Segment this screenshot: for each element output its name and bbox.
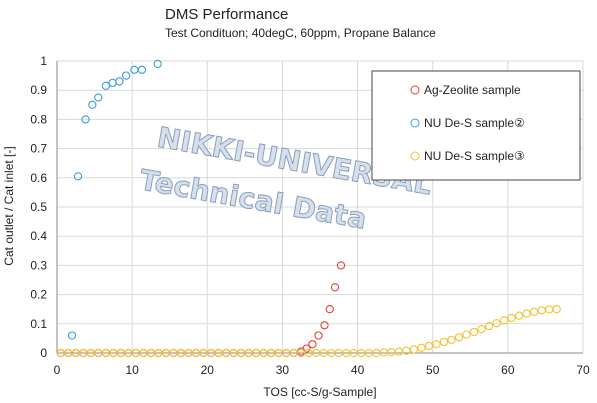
point-nu-de-s-2 [115, 77, 124, 86]
point-nu-de-s-3 [454, 333, 464, 342]
chart-title: DMS Performance [165, 6, 288, 23]
point-nu-de-s-3 [424, 341, 434, 351]
point-nu-de-s-3 [462, 330, 471, 339]
legend-box [371, 70, 581, 181]
x-tick-label: 0 [54, 363, 61, 377]
point-ag-zeolite [314, 331, 323, 340]
point-nu-de-s-3 [484, 321, 494, 331]
point-nu-de-s-2 [67, 331, 77, 340]
x-axis-label: TOS [cc-S/g-Sample] [263, 385, 376, 399]
x-tick-label: 10 [125, 363, 139, 377]
x-tick-labels: 0 10 20 30 40 50 60 70 [54, 363, 590, 377]
point-nu-de-s-2 [94, 93, 103, 102]
series-2 [67, 59, 162, 340]
chart-subtitle: Test Condituon; 40degC, 60ppm, Propane B… [165, 26, 436, 40]
point-nu-de-s-3 [514, 311, 524, 320]
point-ag-zeolite [302, 344, 311, 353]
point-ag-zeolite [336, 261, 346, 270]
y-tick-label: 0.3 [30, 258, 47, 272]
point-nu-de-s-3 [417, 343, 426, 352]
point-nu-de-s-3 [499, 316, 509, 325]
point-nu-de-s-3 [552, 305, 561, 314]
point-nu-de-s-2 [81, 115, 90, 124]
point-ag-zeolite [308, 340, 317, 349]
legend-label-ag-zeolite: Ag-Zeolite sample [424, 83, 521, 97]
point-nu-de-s-2 [153, 59, 162, 69]
point-nu-de-s-2 [88, 100, 97, 109]
legend-marker-nu-de-s-3 [410, 151, 420, 161]
y-tick-label: 0.7 [30, 142, 47, 156]
y-tick-label: 0.5 [30, 200, 47, 214]
x-tick-label: 30 [276, 363, 290, 377]
x-tick-label: 60 [501, 363, 515, 377]
x-tick-label: 40 [351, 363, 365, 377]
point-nu-de-s-2 [121, 71, 131, 80]
point-ag-zeolite [330, 283, 340, 292]
y-tick-label: 0.1 [30, 317, 47, 331]
data-points [56, 59, 561, 358]
point-ag-zeolite [325, 305, 334, 314]
point-nu-de-s-3 [522, 309, 531, 318]
point-nu-de-s-3 [432, 340, 441, 349]
x-tick-label: 20 [201, 363, 215, 377]
legend-label-nu-de-s-2: NU De-S sample② [424, 116, 525, 130]
point-nu-de-s-3 [439, 337, 449, 347]
y-axis-label: Cat outlet / Cat inlet [-] [2, 146, 16, 265]
y-tick-label: 0.4 [30, 229, 47, 243]
point-nu-de-s-2 [73, 172, 83, 181]
y-tick-label: 1 [40, 54, 47, 68]
point-nu-de-s-2 [137, 65, 147, 74]
y-tick-label: 0 [40, 346, 47, 360]
point-nu-de-s-3 [492, 319, 501, 328]
point-ag-zeolite [320, 321, 329, 330]
point-nu-de-s-3 [477, 324, 486, 334]
point-nu-de-s-3 [409, 345, 419, 354]
y-tick-label: 0.6 [30, 171, 47, 185]
point-nu-de-s-3 [447, 335, 456, 345]
point-nu-de-s-3 [507, 313, 516, 323]
y-tick-label: 0.8 [30, 112, 47, 126]
point-nu-de-s-3 [469, 327, 479, 337]
series-3 [56, 305, 561, 358]
legend-marker-ag-zeolite [410, 85, 420, 95]
legend-label-nu-de-s-3: NU De-S sample③ [424, 149, 525, 163]
y-tick-label: 0.2 [30, 288, 47, 302]
legend-marker-nu-de-s-2 [410, 118, 420, 128]
point-nu-de-s-3 [530, 307, 539, 316]
point-nu-de-s-2 [101, 81, 110, 90]
x-tick-label: 50 [426, 363, 440, 377]
x-tick-label: 70 [576, 363, 590, 377]
legend: Ag-Zeolite sample NU De-S sample② NU De-… [371, 70, 581, 181]
y-tick-label: 0.9 [30, 83, 47, 97]
y-tick-labels: 0 0.1 0.2 0.3 0.4 0.5 0.6 0.7 0.8 0.9 1 [30, 54, 47, 360]
